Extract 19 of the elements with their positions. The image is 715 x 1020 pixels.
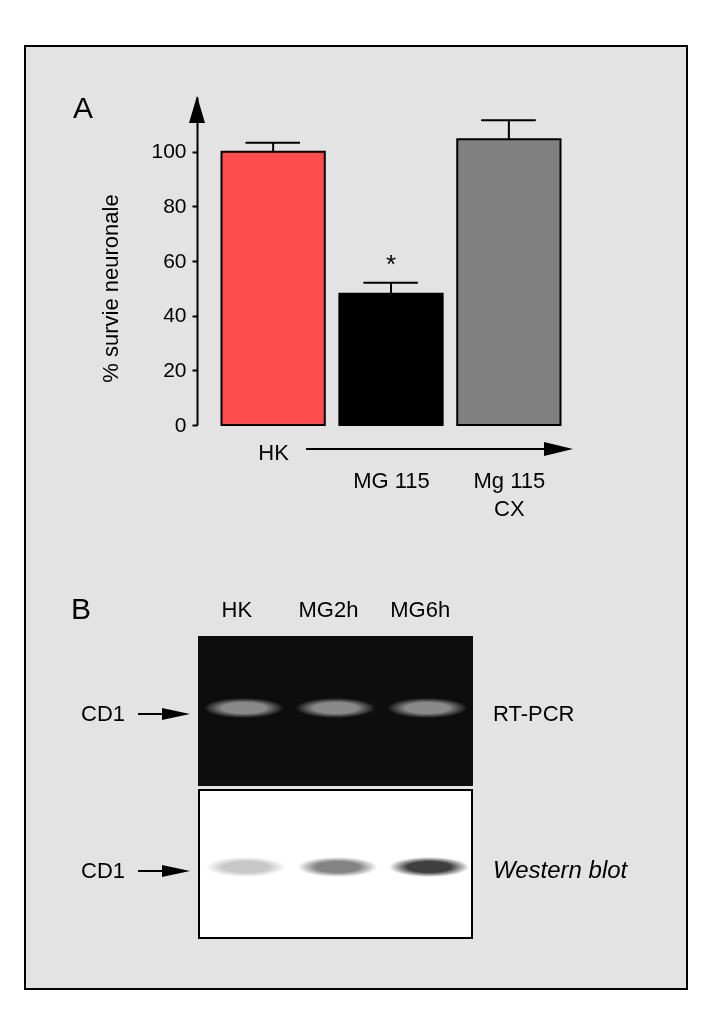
y-tick-label: 40 xyxy=(163,303,187,327)
text: CD1 xyxy=(81,857,126,883)
text: Western blot xyxy=(493,856,628,884)
y-tick-label: 80 xyxy=(163,193,187,217)
text: RT-PCR xyxy=(493,700,575,726)
annotation: * xyxy=(385,248,397,279)
category-label: HK xyxy=(221,596,253,622)
y-tick-label: 0 xyxy=(174,412,187,436)
y-tick-label: 20 xyxy=(163,357,187,381)
y-tick-label: 60 xyxy=(163,248,187,272)
text: B xyxy=(71,591,92,625)
chart-title: A xyxy=(73,91,94,124)
x-tick-label: MG 115 xyxy=(353,467,430,493)
y-tick-label: 100 xyxy=(151,139,187,163)
text: CD1 xyxy=(81,700,126,726)
y-axis-title: % survie neuronale xyxy=(97,194,123,383)
category-label: MG2h xyxy=(298,596,359,622)
x-tick-label: Mg 115 CX xyxy=(473,467,546,521)
category-label: MG6h xyxy=(390,596,451,622)
